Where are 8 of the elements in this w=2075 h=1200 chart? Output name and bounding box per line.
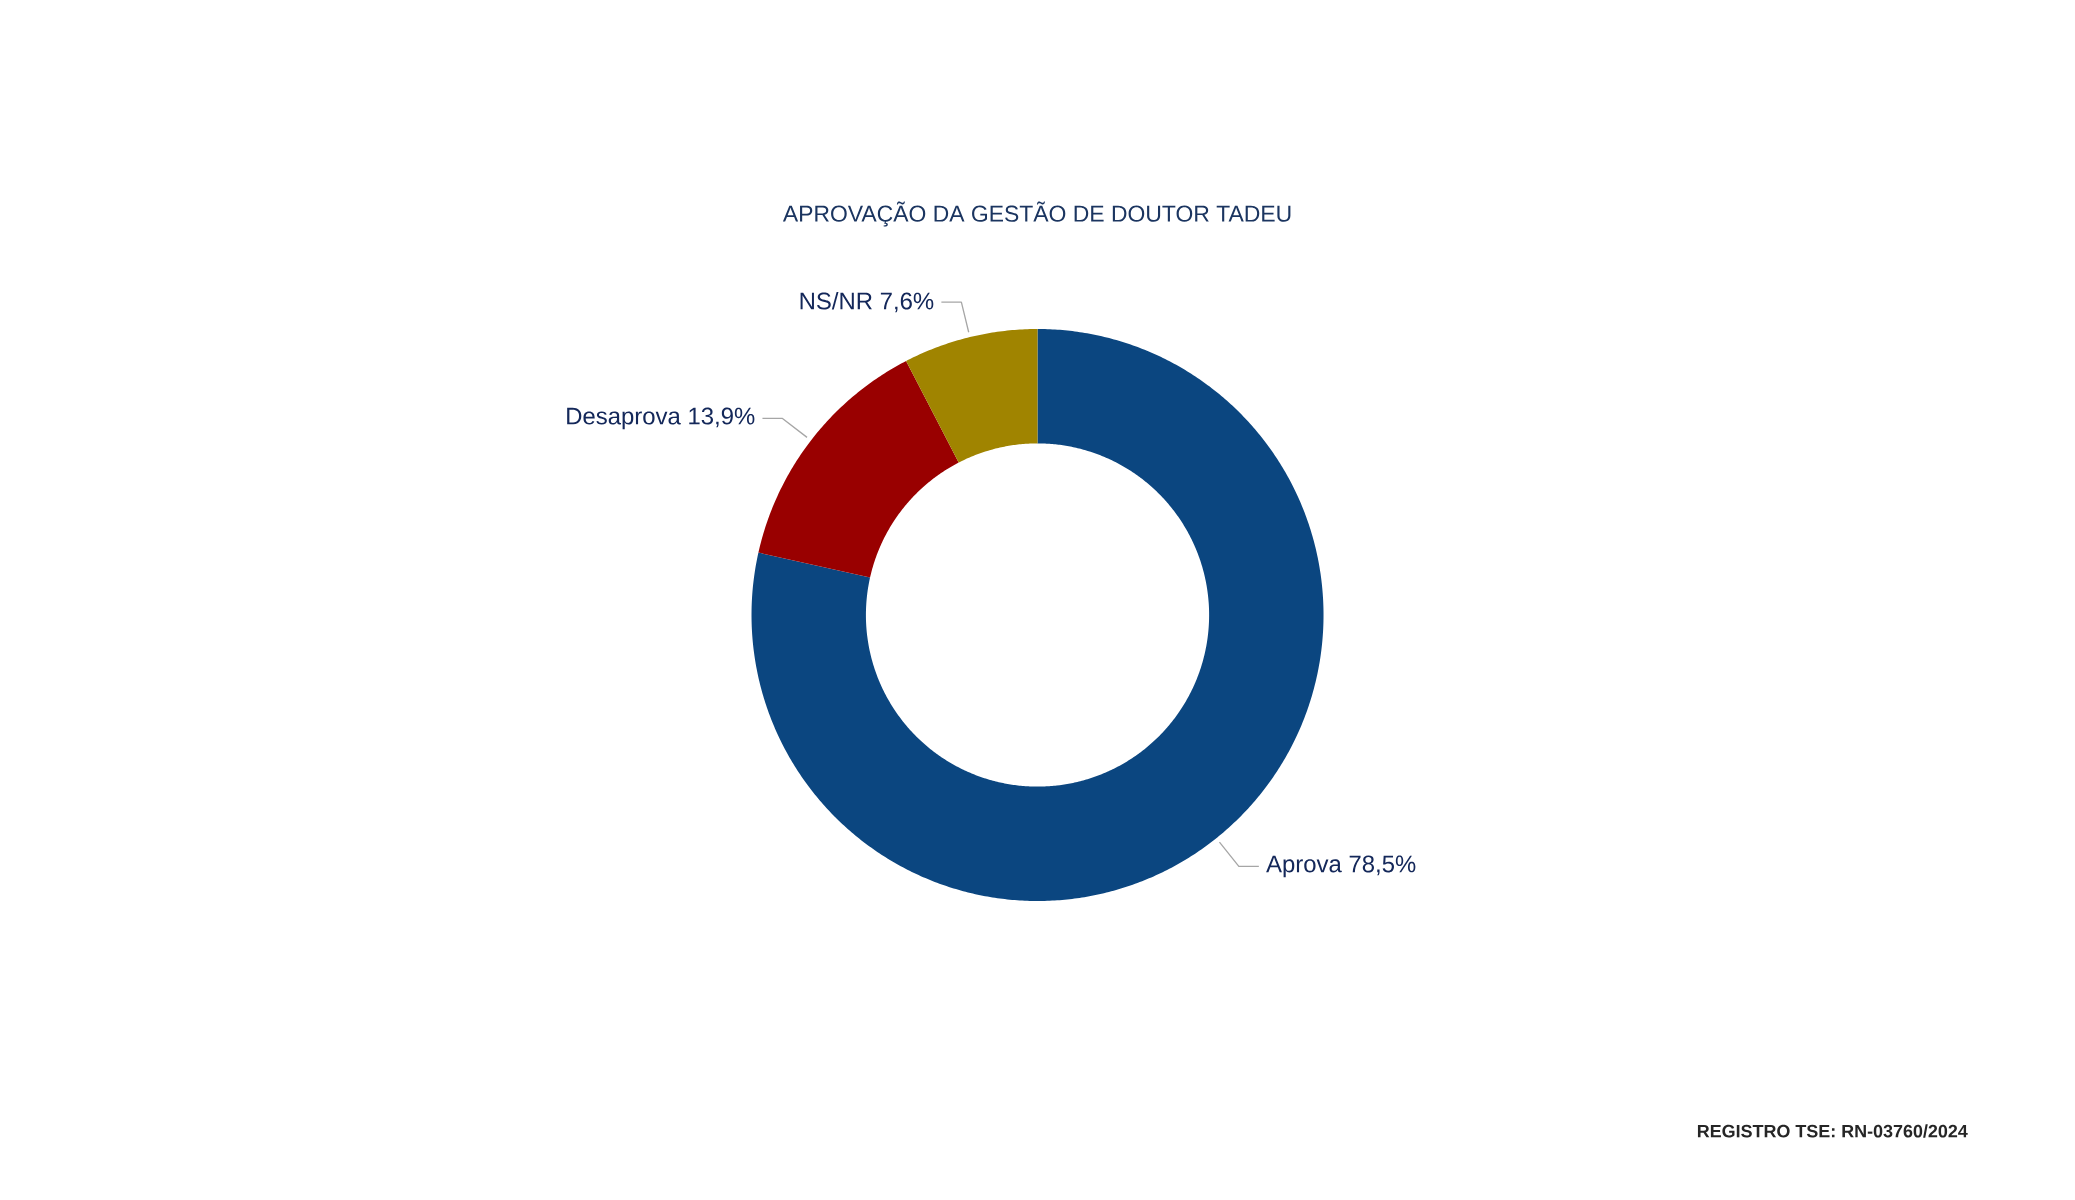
data-label: 7,6% (880, 292, 934, 313)
data-label: 13,9% (689, 407, 755, 428)
slice-label: Desaprova (567, 407, 681, 430)
data-label: 78,5% (1349, 855, 1416, 876)
text: REGISTRO TSE: RN-03760/2024 (1697, 1124, 1968, 1138)
chart-title: APROVAÇÃO DA GESTÃO DE DOUTOR TADEU (782, 201, 1291, 227)
slice-label: NS/NR (800, 291, 872, 310)
slice-label: Aprova (1266, 855, 1342, 878)
